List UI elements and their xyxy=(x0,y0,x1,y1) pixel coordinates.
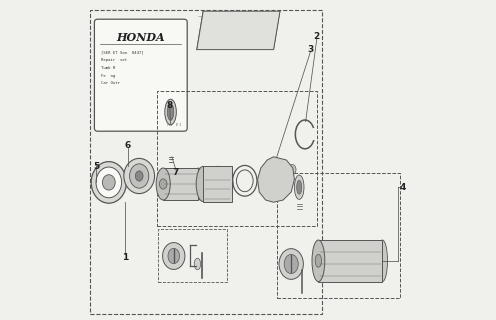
Text: 1: 1 xyxy=(122,253,128,262)
Ellipse shape xyxy=(159,179,167,189)
Polygon shape xyxy=(197,11,280,50)
Ellipse shape xyxy=(135,171,143,181)
Ellipse shape xyxy=(129,164,149,188)
FancyBboxPatch shape xyxy=(94,19,187,131)
Ellipse shape xyxy=(315,254,321,267)
Ellipse shape xyxy=(284,254,298,274)
Bar xyxy=(203,166,232,202)
Ellipse shape xyxy=(192,168,204,200)
Bar xyxy=(157,91,317,226)
Ellipse shape xyxy=(269,171,283,190)
Bar xyxy=(277,173,400,298)
Ellipse shape xyxy=(91,162,126,203)
Ellipse shape xyxy=(196,166,210,202)
Text: 7: 7 xyxy=(173,168,179,177)
Ellipse shape xyxy=(168,248,180,264)
Ellipse shape xyxy=(279,249,304,279)
Ellipse shape xyxy=(312,240,325,282)
Ellipse shape xyxy=(207,171,228,197)
Text: 5: 5 xyxy=(93,162,99,171)
Ellipse shape xyxy=(272,175,280,185)
Ellipse shape xyxy=(102,175,115,190)
Polygon shape xyxy=(257,157,295,202)
Ellipse shape xyxy=(165,99,176,125)
Ellipse shape xyxy=(124,158,155,194)
Ellipse shape xyxy=(156,168,170,200)
Ellipse shape xyxy=(202,166,233,202)
Ellipse shape xyxy=(297,180,302,194)
Bar xyxy=(158,229,227,282)
Ellipse shape xyxy=(288,164,296,175)
Text: Car Outr: Car Outr xyxy=(102,81,121,85)
Ellipse shape xyxy=(295,175,304,199)
Text: Tumb R: Tumb R xyxy=(102,66,116,70)
Text: 4: 4 xyxy=(400,183,406,192)
Ellipse shape xyxy=(377,240,387,282)
Ellipse shape xyxy=(237,170,253,192)
Text: HONDA: HONDA xyxy=(117,32,165,43)
Text: rev  0 1: rev 0 1 xyxy=(167,123,181,127)
Text: 2: 2 xyxy=(313,32,320,41)
Bar xyxy=(90,10,321,314)
Ellipse shape xyxy=(167,104,174,120)
Bar xyxy=(318,240,382,282)
Text: Fe  ng: Fe ng xyxy=(102,74,116,77)
Bar xyxy=(163,168,198,200)
Ellipse shape xyxy=(163,243,185,269)
Ellipse shape xyxy=(96,167,122,198)
Text: 3: 3 xyxy=(308,45,313,54)
Text: [SER ET Son  0447]: [SER ET Son 0447] xyxy=(102,51,144,54)
Ellipse shape xyxy=(194,258,201,270)
Text: 8: 8 xyxy=(167,101,173,110)
Text: Repair  set: Repair set xyxy=(102,58,127,62)
Text: 6: 6 xyxy=(125,141,131,150)
